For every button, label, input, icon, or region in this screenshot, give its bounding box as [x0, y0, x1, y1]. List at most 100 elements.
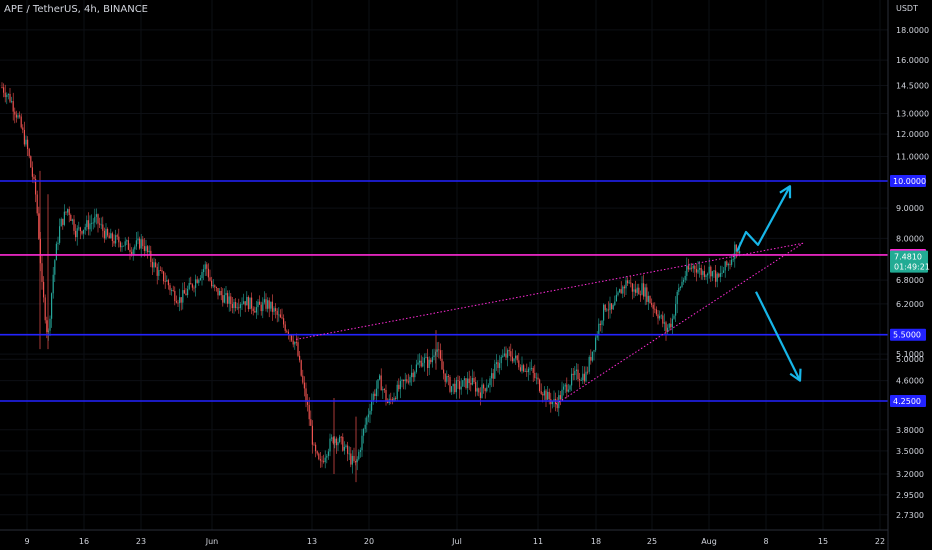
candle-body [390, 398, 392, 400]
candle-body [249, 297, 251, 310]
time-tick-label: 15 [818, 537, 828, 546]
candle-body [343, 446, 345, 451]
candle-body [721, 272, 723, 274]
candle-body [395, 398, 397, 399]
candle-body [43, 281, 45, 298]
candle-body [542, 393, 544, 396]
candle-body [534, 372, 536, 378]
candle-body [273, 308, 275, 312]
candle-body [623, 286, 625, 289]
candle-body [435, 351, 437, 356]
price-tick-label: 14.5000 [896, 81, 929, 90]
candle-body [291, 335, 293, 341]
candle-body [670, 323, 672, 328]
candle-body [510, 351, 512, 357]
candle-body [271, 301, 273, 312]
candle-body [633, 289, 635, 292]
candle-body [409, 377, 411, 383]
candle-body [700, 267, 702, 275]
candle-body [302, 375, 304, 383]
candle-body [219, 290, 221, 296]
candle-body [441, 358, 443, 370]
level-price-badge [890, 328, 926, 341]
candle-body [647, 296, 649, 302]
candle-body [518, 360, 520, 368]
candle-body [724, 261, 726, 271]
candle-body [159, 270, 161, 271]
candle-body [142, 239, 144, 247]
candle-body [251, 297, 253, 309]
candle-body [199, 278, 201, 280]
candle-body [323, 461, 325, 463]
candle-body [321, 460, 323, 462]
candle-body [609, 303, 611, 311]
candle-body [599, 323, 601, 325]
candle-body [710, 266, 712, 277]
candle-body [22, 127, 24, 130]
candle-body [622, 286, 624, 294]
candle-body [235, 302, 237, 308]
candle-body [726, 261, 728, 266]
candle-body [65, 211, 67, 213]
time-tick-label: 13 [307, 537, 317, 546]
candle-body [315, 444, 317, 452]
candle-body [543, 390, 545, 396]
candle-body [305, 388, 307, 402]
candle-body [147, 246, 149, 253]
candle-body [689, 267, 691, 270]
candle-body [203, 269, 205, 273]
candle-body [529, 368, 531, 370]
price-axis[interactable]: 18.0000 16.0000 14.5000 13.0000 12.0000 11.00… [896, 26, 929, 520]
candle-body [414, 371, 416, 378]
candle-body [174, 290, 176, 302]
trendline [295, 242, 804, 340]
candle-body [676, 291, 678, 305]
time-axis[interactable]: 9 16 23 Jun 13 20 Jul 11 18 25 Aug 8 15 22 [24, 537, 885, 546]
candle-body [681, 281, 683, 287]
candle-body [356, 459, 358, 463]
candle-body [577, 369, 579, 380]
candle-body [310, 419, 312, 426]
candle-body [737, 251, 739, 254]
candle-body [207, 268, 209, 278]
candle-body [139, 238, 141, 249]
candle-body [468, 378, 470, 384]
candle-body [262, 302, 264, 312]
candle-body [481, 384, 483, 398]
candle-body [110, 233, 112, 239]
candle-body [316, 451, 318, 454]
forecast-arrow-head [779, 185, 792, 199]
candle-body [511, 356, 513, 362]
candle-body [183, 290, 185, 294]
candle-body [479, 392, 481, 398]
candle-body [595, 337, 597, 351]
candle-body [590, 357, 592, 361]
candle-body [428, 359, 430, 369]
candle-body [225, 293, 227, 296]
candle-body [507, 350, 509, 358]
candle-body [132, 249, 134, 255]
candle-body [463, 378, 465, 381]
candle-body [374, 393, 376, 397]
candle-body [718, 273, 720, 277]
candle-body [403, 379, 405, 382]
time-tick-label: 9 [24, 537, 29, 546]
candle-body [126, 240, 128, 242]
candle-body [438, 349, 440, 351]
candle-body [683, 279, 685, 282]
candle-body [44, 297, 46, 321]
candle-body [487, 385, 489, 388]
price-tick-label: 2.9500 [896, 491, 924, 500]
candle-body [284, 324, 286, 331]
candle-body [663, 322, 665, 324]
candle-body [119, 242, 121, 248]
candle-body [430, 359, 432, 363]
candle-body [49, 318, 51, 331]
candle-body [606, 309, 608, 311]
candle-body [46, 320, 48, 332]
candle-body [699, 267, 701, 270]
candle-body [660, 315, 662, 317]
level-price-badge-label: 10.0000 [893, 177, 926, 186]
candle-body [638, 287, 640, 295]
